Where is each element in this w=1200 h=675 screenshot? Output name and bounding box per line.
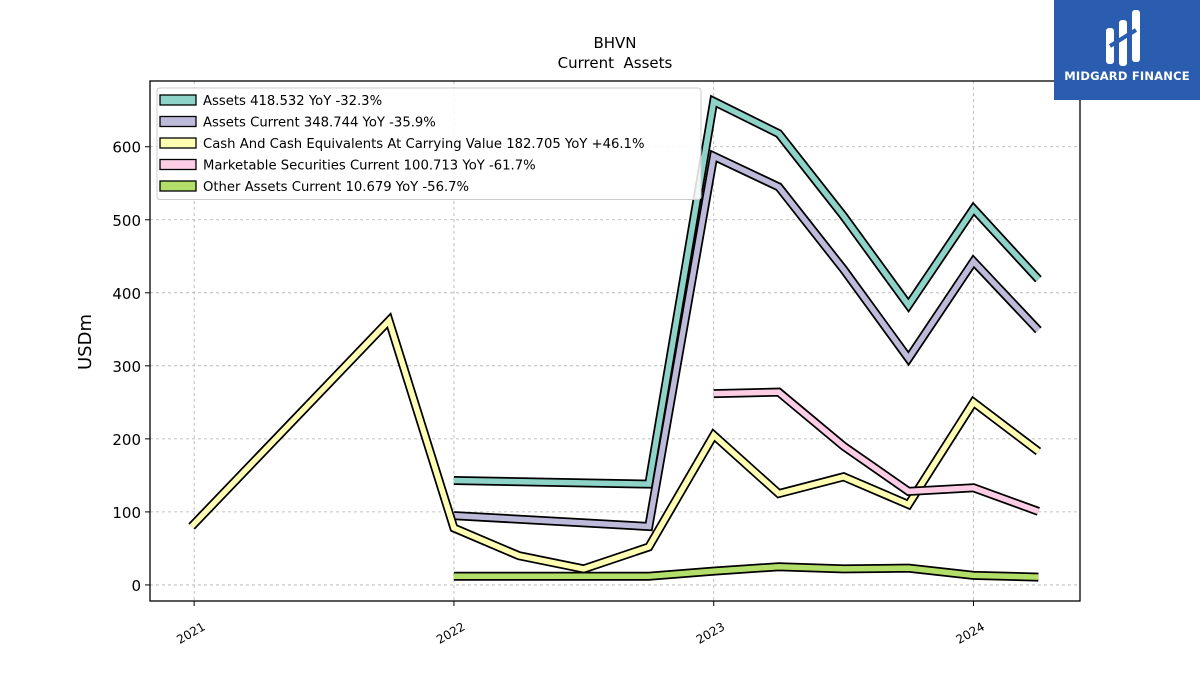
x-tick-label: 2021 (174, 619, 207, 646)
legend-item: Cash And Cash Equivalents At Carrying Va… (159, 137, 644, 152)
series-line-0 (453, 94, 1042, 489)
legend-swatch (159, 158, 197, 171)
series-stroke (453, 152, 1041, 530)
series-layer (188, 94, 1042, 582)
legend-label: Assets 418.532 YoY -32.3% (203, 94, 382, 109)
plot-frame (149, 80, 1081, 602)
y-tick-label: 500 (112, 212, 141, 230)
y-tick-label: 300 (112, 358, 141, 376)
legend-item: Other Assets Current 10.679 YoY -56.7% (159, 180, 469, 195)
legend: Assets 418.532 YoY -32.3% Assets Current … (156, 87, 702, 200)
y-tick-label: 0 (131, 577, 141, 595)
x-tick-label: 2023 (694, 619, 727, 646)
legend-label: Marketable Securities Current 100.713 Yo… (203, 159, 536, 174)
chart-title: BHVN (593, 34, 636, 52)
x-tick-label: 2024 (954, 619, 987, 646)
series-stroke (713, 389, 1040, 514)
chart-subtitle: Current Assets (558, 54, 673, 72)
legend-item: Marketable Securities Current 100.713 Yo… (159, 158, 536, 174)
legend-label: Assets Current 348.744 YoY -35.9% (203, 116, 436, 131)
brand-logo-text: MIDGARD FINANCE (1064, 69, 1190, 83)
y-tick-label: 600 (112, 139, 141, 157)
y-tick-label: 200 (112, 431, 141, 449)
series-line-3 (713, 387, 1040, 516)
series-stroke (453, 97, 1041, 487)
legend-swatch (159, 94, 197, 106)
x-tick-label: 2022 (434, 619, 467, 646)
legend-label: Cash And Cash Equivalents At Carrying Va… (203, 137, 644, 152)
legend-swatch (159, 180, 197, 192)
legend-box (156, 87, 702, 200)
y-tick-label: 400 (112, 285, 141, 303)
series-line-4 (453, 562, 1039, 582)
series-stroke (453, 563, 1039, 580)
series-outline (453, 149, 1042, 532)
series-line-1 (453, 149, 1042, 532)
brand-logo: MIDGARD FINANCE (1054, 0, 1200, 100)
legend-swatch (159, 137, 197, 149)
midgard-logo-icon (1106, 10, 1140, 66)
legend-item: Assets 418.532 YoY -32.3% (159, 94, 382, 109)
y-tick-label: 100 (112, 504, 141, 522)
legend-swatch (159, 115, 197, 128)
legend-item: Assets Current 348.744 YoY -35.9% (159, 115, 436, 131)
legend-label: Other Assets Current 10.679 YoY -56.7% (203, 180, 469, 195)
y-axis-label: USDm (75, 314, 96, 370)
